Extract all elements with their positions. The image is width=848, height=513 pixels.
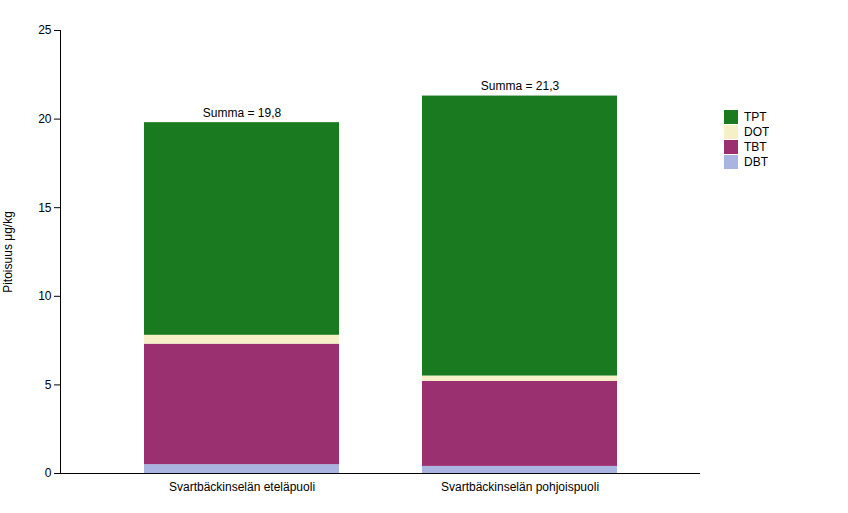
- html-text:TPT: TPT: [744, 110, 767, 124]
- svg-text:0: 0: [45, 466, 52, 480]
- svg-text:10: 10: [38, 289, 52, 303]
- svg-text:5: 5: [45, 378, 52, 392]
- svg-text:15: 15: [38, 201, 52, 215]
- svg-text:Svartbäckinselän eteläpuoli: Svartbäckinselän eteläpuoli: [169, 480, 315, 494]
- svg-text:Summa = 21,3: Summa = 21,3: [481, 79, 560, 93]
- svg-text:Summa = 19,8: Summa = 19,8: [203, 106, 282, 120]
- svg-text:25: 25: [38, 23, 52, 37]
- html-text:DBT: DBT: [744, 155, 768, 169]
- html-text:TBT: TBT: [744, 140, 767, 154]
- html-text:DOT: DOT: [744, 125, 770, 139]
- svg-text:Pitoisuus μg/kg: Pitoisuus μg/kg: [1, 211, 15, 293]
- svg-text:20: 20: [38, 112, 52, 126]
- svg-text:Svartbäckinselän pohjoispuoli: Svartbäckinselän pohjoispuoli: [441, 480, 599, 494]
